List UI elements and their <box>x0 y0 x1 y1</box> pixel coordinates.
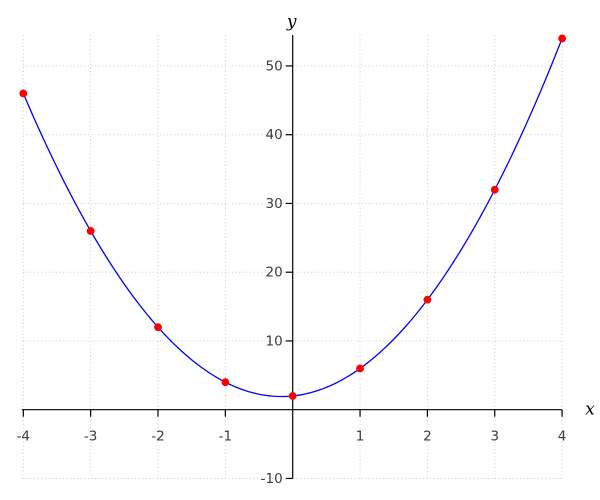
y-tick-label: 20 <box>266 265 283 281</box>
data-point <box>490 185 499 194</box>
y-tick-label: 10 <box>266 333 283 349</box>
data-point <box>154 323 162 332</box>
x-axis-label: x <box>585 400 595 420</box>
data-point <box>288 392 297 400</box>
x-tick-label: -3 <box>84 429 97 445</box>
x-tick-label: -2 <box>151 429 164 445</box>
x-tick-label: 3 <box>490 429 499 445</box>
x-tick-label: 1 <box>356 429 365 445</box>
x-tick-label: -1 <box>219 429 232 445</box>
data-point <box>19 89 28 98</box>
data-point <box>356 364 364 373</box>
x-tick-label: -4 <box>17 429 30 445</box>
y-tick-label: 40 <box>266 127 283 143</box>
data-point <box>221 378 230 387</box>
x-tick-label: 4 <box>558 429 567 445</box>
y-tick-label: 50 <box>266 58 283 74</box>
y-tick-label: 30 <box>266 196 283 212</box>
y-tick-label: -10 <box>261 471 283 487</box>
y-axis-label: y <box>286 12 297 32</box>
data-point <box>86 227 95 235</box>
data-point <box>423 295 432 304</box>
x-tick-label: 2 <box>423 429 432 445</box>
data-point <box>558 34 566 43</box>
